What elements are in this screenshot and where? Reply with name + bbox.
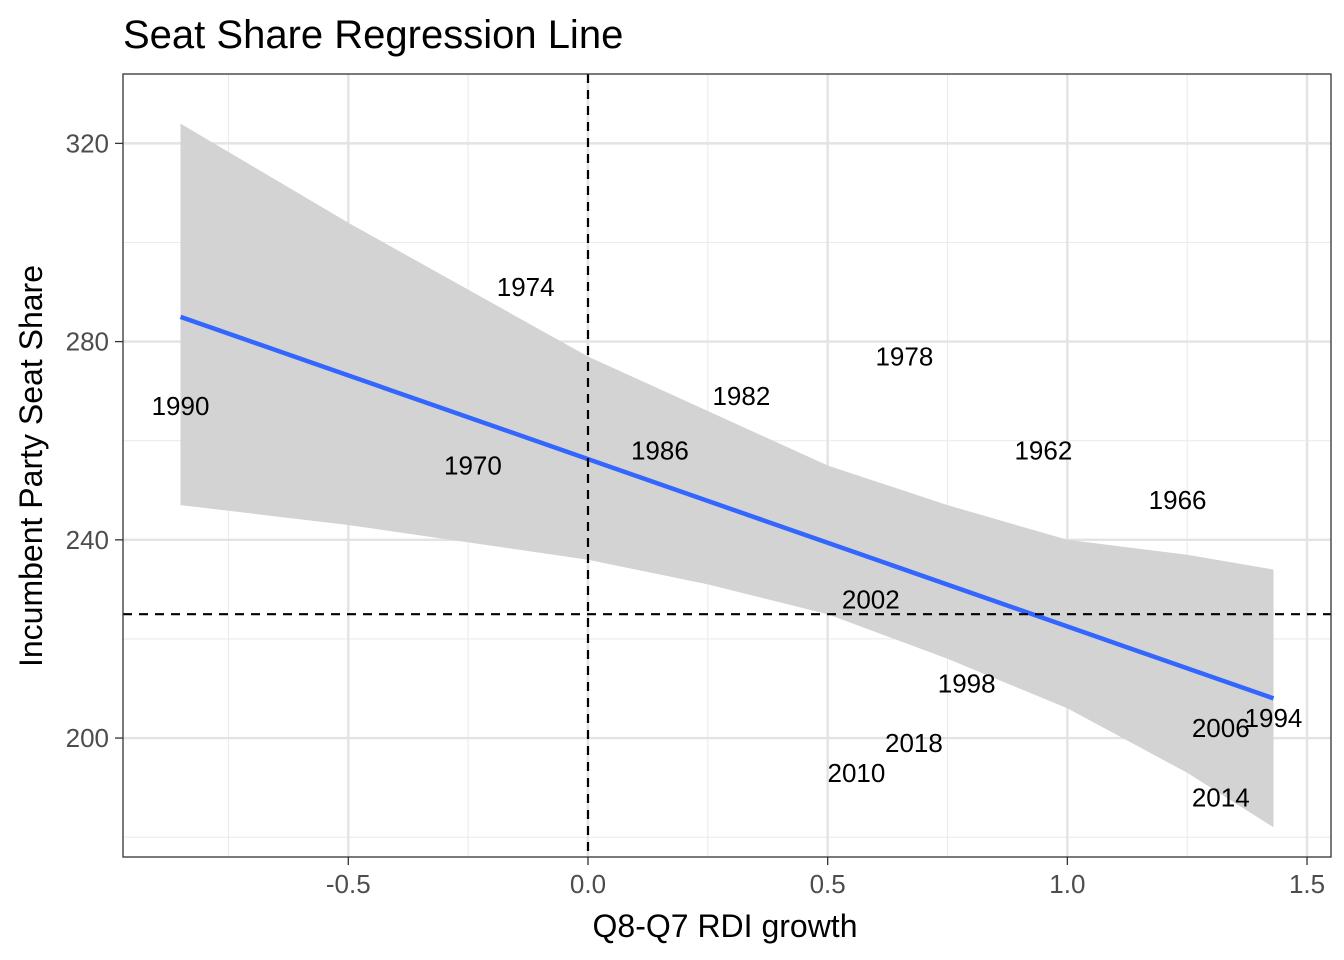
point-label-2010: 2010 bbox=[828, 758, 886, 788]
point-label-1974: 1974 bbox=[497, 272, 555, 302]
point-label-2014: 2014 bbox=[1192, 783, 1250, 813]
regression-line bbox=[179, 314, 1275, 701]
y-tick-label: 240 bbox=[66, 525, 109, 555]
x-tick-label: -0.5 bbox=[326, 869, 371, 899]
point-label-1966: 1966 bbox=[1149, 485, 1207, 515]
y-tick-label: 280 bbox=[66, 327, 109, 357]
point-label-1994: 1994 bbox=[1245, 703, 1303, 733]
point-label-1962: 1962 bbox=[1014, 436, 1072, 466]
point-labels: 1962 1966 1970 1974 1978 1982 1986 1990 1994 1998… bbox=[152, 272, 1303, 812]
y-axis: 200 240 280 320 bbox=[66, 128, 123, 753]
x-tick-label: 0.5 bbox=[810, 869, 846, 899]
plot-border bbox=[122, 73, 1332, 858]
x-tick-label: 1.5 bbox=[1289, 869, 1325, 899]
point-label-2018: 2018 bbox=[885, 728, 943, 758]
point-label-1970: 1970 bbox=[444, 451, 502, 481]
y-tick-label: 320 bbox=[66, 128, 109, 158]
point-label-1978: 1978 bbox=[875, 341, 933, 371]
point-label-2002: 2002 bbox=[842, 584, 900, 614]
confidence-band bbox=[180, 123, 1274, 828]
point-label-2006: 2006 bbox=[1192, 713, 1250, 743]
chart-title: Seat Share Regression Line bbox=[123, 13, 623, 57]
y-axis-title: Incumbent Party Seat Share bbox=[13, 265, 49, 667]
point-label-1998: 1998 bbox=[938, 669, 996, 699]
point-label-1986: 1986 bbox=[631, 436, 689, 466]
point-label-1990: 1990 bbox=[152, 391, 210, 421]
x-tick-label: 0.0 bbox=[570, 869, 606, 899]
x-axis-title: Q8-Q7 RDI growth bbox=[593, 908, 858, 944]
y-tick-label: 200 bbox=[66, 723, 109, 753]
x-tick-label: 1.0 bbox=[1049, 869, 1085, 899]
point-label-1982: 1982 bbox=[712, 381, 770, 411]
x-axis: -0.5 0.0 0.5 1.0 1.5 bbox=[326, 857, 1325, 899]
